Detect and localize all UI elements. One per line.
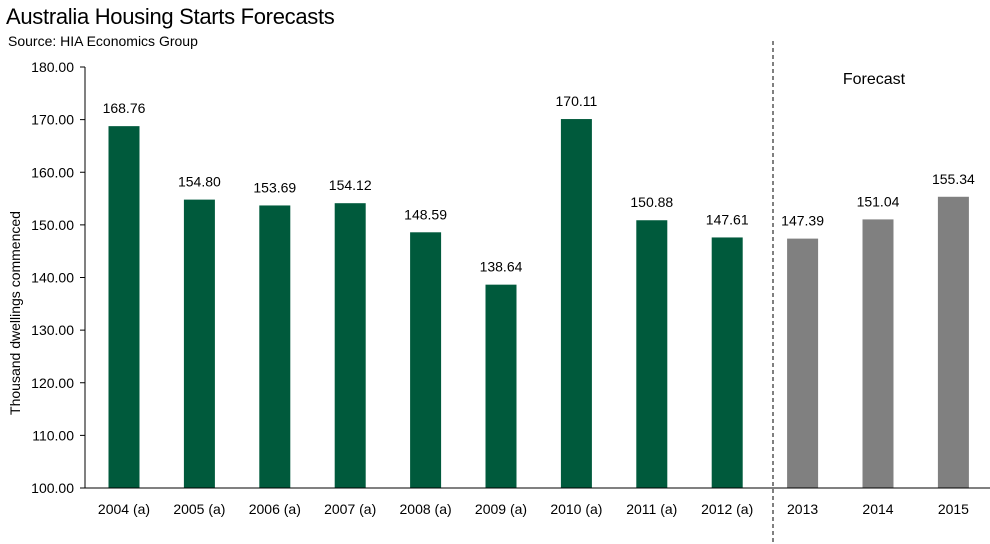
x-tick-label: 2009 (a) bbox=[475, 501, 527, 517]
bar-value-label: 148.59 bbox=[404, 206, 447, 222]
x-tick-label: 2012 (a) bbox=[701, 501, 753, 517]
y-tick-label: 150.00 bbox=[31, 217, 74, 233]
bar-value-label: 147.39 bbox=[781, 213, 824, 229]
bar-2011a bbox=[636, 220, 668, 488]
x-tick-label: 2007 (a) bbox=[324, 501, 376, 517]
x-tick-label: 2014 bbox=[862, 501, 893, 517]
y-tick-label: 100.00 bbox=[31, 480, 74, 496]
bar-2012a bbox=[711, 237, 743, 488]
bar-value-label: 147.61 bbox=[706, 211, 749, 227]
x-tick-label: 2006 (a) bbox=[249, 501, 301, 517]
bar-value-label: 138.64 bbox=[480, 259, 523, 275]
x-tick-label: 2004 (a) bbox=[98, 501, 150, 517]
x-tick-label: 2015 bbox=[938, 501, 969, 517]
bar-value-label: 155.34 bbox=[932, 171, 975, 187]
bar-2010a bbox=[560, 119, 592, 488]
bar-2013 bbox=[787, 238, 819, 488]
forecast-label: Forecast bbox=[843, 71, 906, 88]
bar-value-label: 168.76 bbox=[103, 100, 146, 116]
bar-2014 bbox=[862, 219, 894, 489]
y-tick-label: 140.00 bbox=[31, 270, 74, 286]
y-tick-label: 130.00 bbox=[31, 322, 74, 338]
y-tick-label: 170.00 bbox=[31, 112, 74, 128]
bar-2015 bbox=[937, 196, 969, 488]
chart-title: Australia Housing Starts Forecasts bbox=[6, 4, 335, 29]
bar-2009a bbox=[485, 284, 517, 488]
chart-source: Source: HIA Economics Group bbox=[8, 33, 198, 49]
bar-2004a bbox=[108, 126, 140, 488]
x-tick-label: 2008 (a) bbox=[400, 501, 452, 517]
y-tick-label: 160.00 bbox=[31, 164, 74, 180]
bar-value-label: 154.12 bbox=[329, 177, 372, 193]
x-tick-label: 2010 (a) bbox=[550, 501, 602, 517]
bar-2008a bbox=[410, 232, 442, 488]
x-tick-label: 2005 (a) bbox=[173, 501, 225, 517]
bar-value-label: 153.69 bbox=[253, 179, 296, 195]
bar-2006a bbox=[259, 205, 291, 489]
bar-value-label: 170.11 bbox=[556, 93, 598, 109]
x-tick-label: 2011 (a) bbox=[626, 501, 677, 517]
bar-value-label: 150.88 bbox=[630, 194, 673, 210]
bar-2005a bbox=[183, 199, 215, 489]
x-tick-label: 2013 bbox=[787, 501, 818, 517]
y-tick-label: 180.00 bbox=[31, 59, 74, 75]
y-tick-label: 120.00 bbox=[31, 375, 74, 391]
y-axis-label: Thousand dwellings commenced bbox=[7, 211, 23, 415]
bar-2007a bbox=[334, 203, 366, 489]
bar-value-label: 154.80 bbox=[178, 174, 221, 190]
bar-value-label: 151.04 bbox=[857, 193, 900, 209]
y-tick-label: 110.00 bbox=[32, 427, 74, 443]
